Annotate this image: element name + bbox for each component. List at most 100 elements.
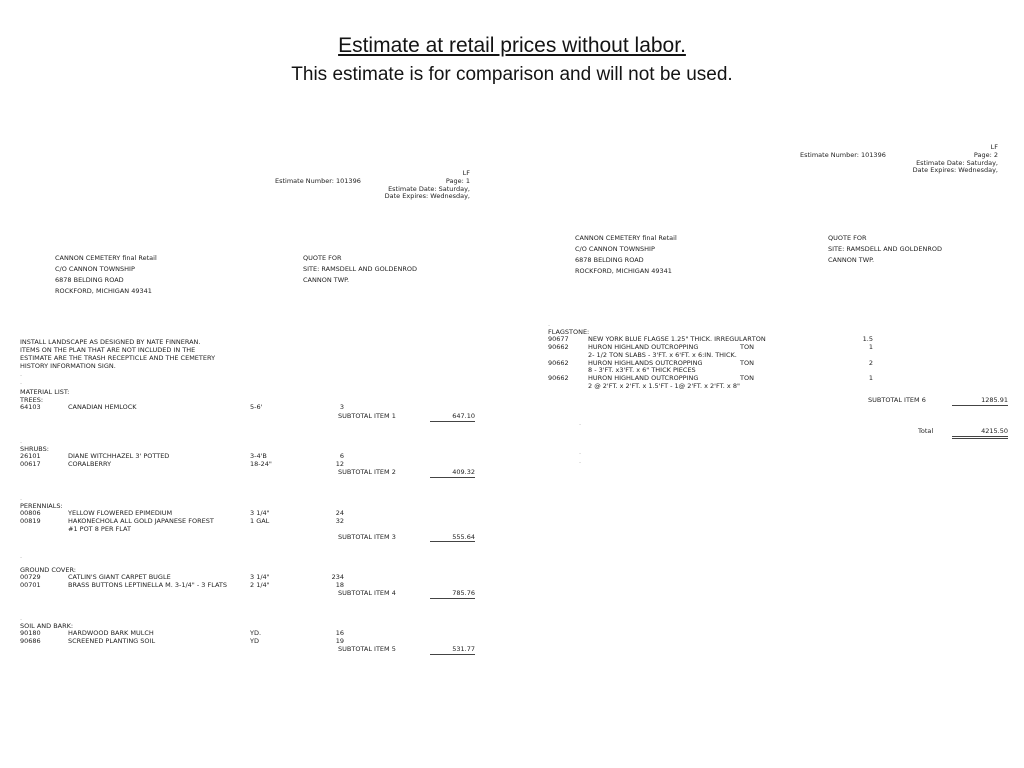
subtotal-label: SUBTOTAL ITEM 4 — [338, 588, 396, 597]
item-description: HURON HIGHLAND OUTCROPPING — [588, 373, 699, 382]
section-soil-and-bark: . SOIL AND BARK: 90180 HARDWOOD BARK MULC… — [20, 614, 492, 655]
subtotal-row: SUBTOTAL ITEM 6 1285.91 — [548, 396, 1020, 407]
item-description-cont: 2 @ 2'FT. x 2'FT. x 1.5'FT - 1@ 2'FT. x … — [588, 381, 740, 390]
item-rows: 00806 YELLOW FLOWERED EPIMEDIUM 3 1/4" 24 00… — [20, 510, 492, 533]
item-description: SCREENED PLANTING SOIL — [68, 637, 156, 646]
item-description-cont: #1 POT 8 PER FLAT — [68, 524, 131, 533]
item-code: 00729 — [20, 573, 41, 582]
section-trees: MATERIAL LIST: TREES: 64103 CANADIAN HEML… — [20, 388, 492, 422]
customer-line: ROCKFORD, MICHIGAN 49341 — [575, 266, 672, 275]
section-heading: TREES: — [20, 395, 44, 404]
continuation-dot: . — [579, 448, 582, 456]
item-row: 90662 HURON HIGHLAND OUTCROPPING TON 1 2- 1/… — [548, 343, 1020, 359]
item-description: HAKONECHOLA ALL GOLD JAPANESE FOREST — [68, 517, 214, 526]
intro-line: HISTORY INFORMATION SIGN. — [20, 362, 116, 370]
subtotal-label: SUBTOTAL ITEM 2 — [338, 467, 396, 476]
item-row: 90677 NEW YORK BLUE FLAGSE 1.25" THICK. I… — [548, 336, 1020, 344]
item-rows: 90677 NEW YORK BLUE FLAGSE 1.25" THICK. I… — [548, 336, 1020, 390]
item-unit: TON — [740, 373, 754, 382]
page1-quote-block: QUOTE FOR SITE: RAMSDELL AND GOLDENROD C… — [303, 253, 417, 286]
item-quantity: 3 — [339, 403, 344, 412]
section-heading: PERENNIALS: — [20, 501, 63, 510]
item-code: 90662 — [548, 343, 569, 352]
subtotal-value: 555.64 — [430, 533, 475, 543]
item-description: NEW YORK BLUE FLAGSE 1.25" THICK. IRREGU… — [588, 335, 752, 344]
date-expires: Date Expires: Wednesday, — [384, 192, 470, 201]
quote-line: QUOTE FOR — [828, 234, 867, 242]
page-number: Page: 2 — [973, 150, 998, 159]
lf-label: LF — [990, 143, 998, 151]
quote-line: SITE: RAMSDELL AND GOLDENROD — [828, 244, 942, 253]
item-size: 2 1/4" — [250, 581, 270, 590]
continuation-dot: . — [548, 320, 551, 328]
item-unit: TON — [751, 335, 766, 344]
item-row: 90662 HURON HIGHLANDS OUTCROPPING TON 2 8 - … — [548, 358, 1020, 375]
item-description: YELLOW FLOWERED EPIMEDIUM — [68, 509, 173, 518]
quote-line: CANNON TWP. — [303, 275, 350, 284]
quote-line: QUOTE FOR — [303, 254, 342, 262]
item-rows: 64103 CANADIAN HEMLOCK 5-6' 3 — [20, 404, 492, 412]
subtotal-row: SUBTOTAL ITEM 2 409.32 — [20, 467, 492, 478]
item-row: 00729 CATLIN'S GIANT CARPET BUGLE 3 1/4" 23… — [20, 574, 492, 582]
page1-header: LF Estimate Number: 101396 Page: 1 Estim… — [275, 169, 470, 201]
item-code: 90662 — [548, 373, 569, 382]
section-flagstone: . FLAGSTONE: 90677 NEW YORK BLUE FLAGSE 1… — [548, 320, 1020, 407]
slide-title: Estimate at retail prices without labor.… — [0, 31, 1024, 89]
item-description: HARDWOOD BARK MULCH — [68, 629, 154, 638]
item-code: 90180 — [20, 629, 41, 638]
item-quantity: 32 — [335, 517, 344, 526]
item-row: 00701 BRASS BUTTONS LEPTINELLA M. 3-1/4" … — [20, 581, 492, 590]
item-code: 90677 — [548, 335, 569, 344]
intro-line: INSTALL LANDSCAPE AS DESIGNED BY NATE FI… — [20, 338, 201, 346]
item-size: 3 1/4" — [250, 573, 270, 582]
subtotal-label: SUBTOTAL ITEM 3 — [338, 532, 396, 541]
slide-title-line2: This estimate is for comparison and will… — [291, 64, 733, 85]
customer-line: CANNON CEMETERY final Retail — [55, 254, 157, 262]
subtotal-row: SUBTOTAL ITEM 3 555.64 — [20, 532, 492, 543]
item-unit: TON — [740, 358, 754, 367]
subtotal-label: SUBTOTAL ITEM 6 — [868, 396, 926, 405]
total-value: 4215.50 — [952, 427, 1008, 439]
page1-intro: INSTALL LANDSCAPE AS DESIGNED BY NATE FI… — [20, 338, 492, 386]
item-quantity: 24 — [335, 509, 344, 518]
continuation-dot: . — [20, 370, 23, 378]
subtotal-value: 785.76 — [430, 589, 475, 599]
item-quantity: 18 — [335, 581, 344, 590]
continuation-dot: . — [20, 552, 23, 560]
item-row: 26101 DIANE WITCHHAZEL 3' POTTED 3-4'B 6 — [20, 453, 492, 461]
item-code: 90686 — [20, 637, 41, 646]
subtotal-label: SUBTOTAL ITEM 5 — [338, 644, 396, 653]
intro-line: ESTIMATE ARE THE TRASH RECEPTICLE AND TH… — [20, 354, 216, 362]
item-size: 3-4'B — [250, 452, 267, 461]
item-size: 3 1/4" — [250, 509, 270, 518]
total-row: Total 4215.50 — [548, 427, 1020, 439]
item-code: 00701 — [20, 581, 41, 590]
item-size: 5-6' — [250, 403, 263, 412]
continuation-dot: . — [20, 437, 23, 445]
item-description: CORALBERRY — [68, 460, 112, 469]
continuation-dot: . — [579, 457, 582, 465]
total-label: Total — [918, 427, 934, 435]
customer-line: CANNON CEMETERY final Retail — [575, 234, 677, 242]
subtotal-value: 1285.91 — [952, 397, 1008, 407]
item-quantity: 1 — [868, 373, 873, 382]
item-unit: TON — [740, 343, 754, 352]
section-heading: SHRUBS: — [20, 444, 49, 453]
subtotal-row: SUBTOTAL ITEM 5 531.77 — [20, 644, 492, 655]
section-perennials: . PERENNIALS: 00806 YELLOW FLOWERED EPIME… — [20, 494, 492, 543]
item-description: HURON HIGHLAND OUTCROPPING — [588, 343, 699, 352]
section-ground-cover: . GROUND COVER: 00729 CATLIN'S GIANT CARP… — [20, 552, 492, 599]
item-size: YD. — [250, 629, 262, 638]
item-code: 00617 — [20, 460, 41, 469]
estimate-number-row: Estimate Number: 101396 Page: 2 — [800, 150, 998, 160]
section-heading: SOIL AND BARK: — [20, 621, 74, 630]
item-row: 64103 CANADIAN HEMLOCK 5-6' 3 — [20, 404, 492, 412]
item-rows: 00729 CATLIN'S GIANT CARPET BUGLE 3 1/4" 23… — [20, 574, 492, 589]
estimate-date: Estimate Date: Saturday, — [388, 184, 470, 193]
item-description: CANADIAN HEMLOCK — [68, 403, 137, 412]
item-quantity: 6 — [339, 452, 344, 461]
estimate-number: Estimate Number: 101396 — [800, 150, 886, 159]
item-quantity: 12 — [335, 460, 344, 469]
intro-line: ITEMS ON THE PLAN THAT ARE NOT INCLUDED … — [20, 346, 196, 354]
item-row: 00806 YELLOW FLOWERED EPIMEDIUM 3 1/4" 24 — [20, 510, 492, 518]
